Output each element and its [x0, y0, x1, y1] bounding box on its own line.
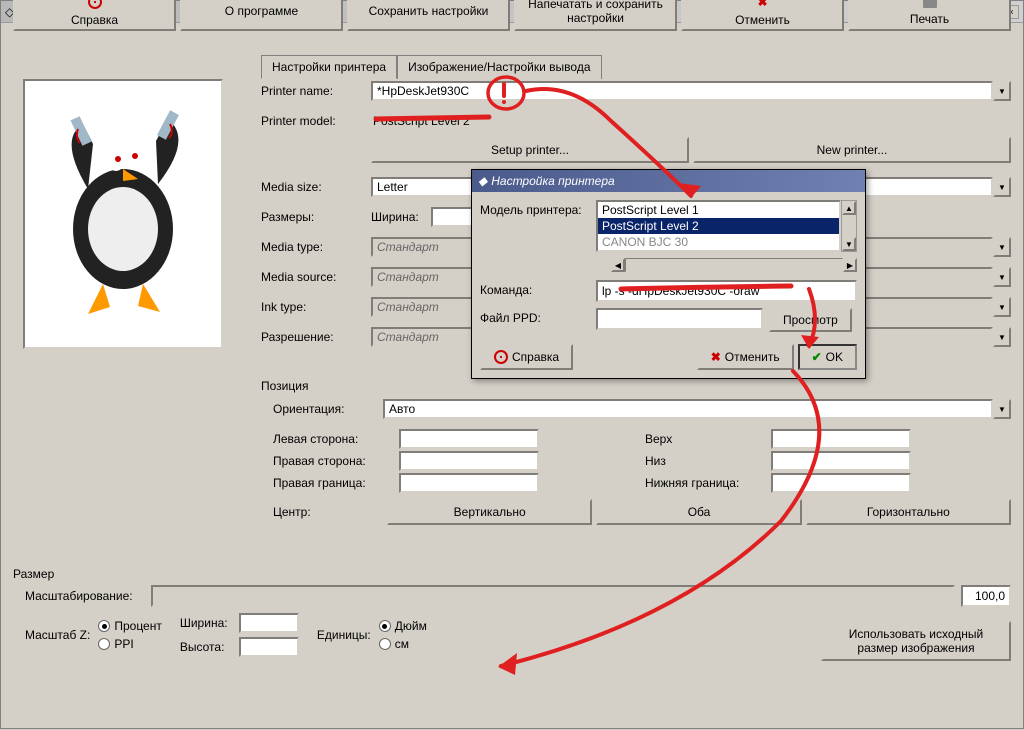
preview-box — [23, 79, 223, 349]
about-button[interactable]: О программе — [180, 0, 343, 31]
printer-setup-dialog: ◆ Настройка принтера Модель принтера: Po… — [471, 169, 866, 379]
width-label: Ширина: — [371, 210, 431, 224]
command-input[interactable] — [596, 280, 857, 302]
dialog-ok-button[interactable]: ✔OK — [798, 344, 857, 370]
tab-image-output[interactable]: Изображение/Настройки вывода — [397, 55, 601, 79]
scaling-label: Масштабирование: — [25, 589, 145, 603]
center-horizontal-button[interactable]: Горизонтально — [806, 499, 1011, 525]
printer-model-value: PostScript Level 2 — [371, 114, 470, 128]
printer-model-listbox[interactable]: PostScript Level 1 PostScript Level 2 CA… — [596, 200, 841, 252]
listbox-scrollbar[interactable]: ▲ ▼ — [841, 200, 857, 252]
list-item[interactable]: PostScript Level 2 — [598, 218, 839, 234]
dialog-ppd-label: Файл PPD: — [480, 308, 590, 325]
list-item[interactable]: CANON BJC 30 — [598, 234, 839, 250]
media-source-dropdown-icon[interactable]: ▼ — [993, 267, 1011, 287]
preview-image — [48, 99, 198, 329]
ink-type-dropdown-icon[interactable]: ▼ — [993, 297, 1011, 317]
units-label: Единицы: — [317, 628, 371, 642]
print-icon — [923, 0, 937, 8]
bottom-label: Низ — [645, 454, 765, 468]
media-size-label: Media size: — [261, 180, 371, 194]
use-original-size-button[interactable]: Использовать исходный размер изображения — [821, 621, 1011, 661]
help-icon — [88, 0, 102, 9]
ok-icon: ✔ — [812, 350, 822, 364]
main-window: ◇ 001_1.jpg -- Печать v4.2 ▁ ▢ × — [0, 0, 1024, 729]
size-height-label: Высота: — [180, 640, 235, 654]
printer-name-combo[interactable] — [371, 81, 993, 101]
ppd-file-input[interactable] — [596, 308, 763, 330]
print-and-save-button[interactable]: Напечатать и сохранить настройки — [514, 0, 677, 31]
print-button[interactable]: Печать — [848, 0, 1011, 31]
browse-button[interactable]: Просмотр — [769, 308, 852, 332]
setup-printer-button[interactable]: Setup printer... — [371, 137, 689, 163]
center-both-button[interactable]: Оба — [596, 499, 801, 525]
left-side-label: Левая сторона: — [273, 432, 393, 446]
size-width-label: Ширина: — [180, 616, 235, 630]
cancel-button[interactable]: ✖Отменить — [681, 0, 844, 31]
top-input[interactable] — [771, 429, 911, 449]
scroll-right-icon[interactable]: ▶ — [843, 258, 857, 272]
radio-cm[interactable]: см — [379, 637, 427, 651]
printer-name-dropdown-icon[interactable]: ▼ — [993, 81, 1011, 101]
cancel-icon: ✖ — [711, 350, 721, 364]
new-printer-button[interactable]: New printer... — [693, 137, 1011, 163]
radio-ppi[interactable]: PPI — [98, 637, 162, 651]
media-type-label: Media type: — [261, 240, 371, 254]
size-width-input[interactable] — [239, 613, 299, 633]
orientation-label: Ориентация: — [273, 402, 383, 416]
orientation-dropdown-icon[interactable]: ▼ — [993, 399, 1011, 419]
position-section-label: Позиция — [261, 379, 1011, 393]
media-size-dropdown-icon[interactable]: ▼ — [993, 177, 1011, 197]
center-vertical-button[interactable]: Вертикально — [387, 499, 592, 525]
dimensions-label: Размеры: — [261, 210, 371, 224]
right-border-label: Правая граница: — [273, 476, 393, 490]
scale-value-input[interactable] — [961, 585, 1011, 607]
scroll-down-icon[interactable]: ▼ — [842, 237, 856, 251]
bottom-input[interactable] — [771, 451, 911, 471]
size-height-input[interactable] — [239, 637, 299, 657]
resolution-label: Разрешение: — [261, 330, 371, 344]
ink-type-label: Ink type: — [261, 300, 371, 314]
dialog-command-label: Команда: — [480, 280, 590, 297]
media-type-dropdown-icon[interactable]: ▼ — [993, 237, 1011, 257]
size-section-label: Размер — [13, 567, 1011, 581]
bottom-border-input[interactable] — [771, 473, 911, 493]
cancel-icon: ✖ — [757, 0, 767, 9]
save-settings-button[interactable]: Сохранить настройки — [347, 0, 510, 31]
dialog-cancel-button[interactable]: ✖Отменить — [697, 344, 794, 370]
scale-z-label: Масштаб Z: — [25, 628, 90, 642]
radio-percent[interactable]: Процент — [98, 619, 162, 633]
tab-printer-settings[interactable]: Настройки принтера — [261, 55, 397, 79]
printer-model-label: Printer model: — [261, 114, 371, 128]
top-label: Верх — [645, 432, 765, 446]
radio-inch[interactable]: Дюйм — [379, 619, 427, 633]
center-label: Центр: — [273, 505, 383, 519]
dialog-titlebar[interactable]: ◆ Настройка принтера — [472, 170, 865, 192]
bottom-border-label: Нижняя граница: — [645, 476, 765, 490]
right-border-input[interactable] — [399, 473, 539, 493]
dialog-help-button[interactable]: Справка — [480, 344, 573, 370]
printer-name-label: Printer name: — [261, 84, 371, 98]
help-icon — [494, 350, 508, 364]
right-side-label: Правая сторона: — [273, 454, 393, 468]
help-button[interactable]: Справка — [13, 0, 176, 31]
scroll-up-icon[interactable]: ▲ — [842, 201, 856, 215]
list-item[interactable]: PostScript Level 1 — [598, 202, 839, 218]
left-side-input[interactable] — [399, 429, 539, 449]
resolution-dropdown-icon[interactable]: ▼ — [993, 327, 1011, 347]
scroll-left-icon[interactable]: ◀ — [611, 258, 625, 272]
orientation-combo[interactable] — [383, 399, 993, 419]
scale-slider[interactable] — [151, 585, 955, 607]
dialog-model-label: Модель принтера: — [480, 200, 590, 217]
media-source-label: Media source: — [261, 270, 371, 284]
right-side-input[interactable] — [399, 451, 539, 471]
